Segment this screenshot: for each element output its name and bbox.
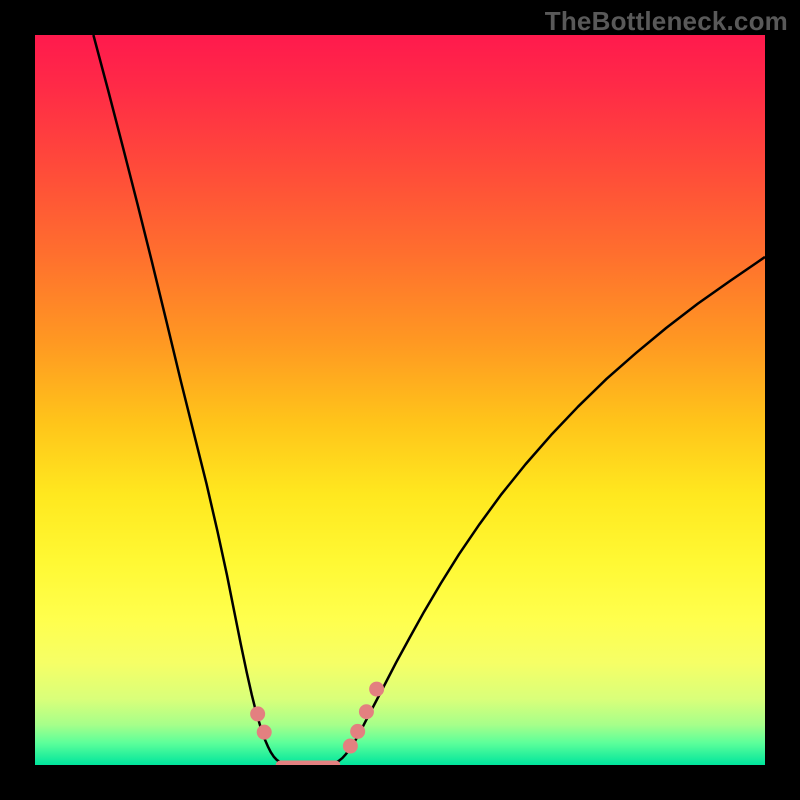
marker-dot (369, 682, 384, 697)
chart-svg (35, 35, 765, 765)
plot-area (35, 35, 765, 765)
watermark-text: TheBottleneck.com (545, 6, 788, 37)
marker-dot (250, 706, 265, 721)
marker-dot (257, 725, 272, 740)
marker-dot (350, 724, 365, 739)
marker-dot (343, 739, 358, 754)
marker-dot (359, 704, 374, 719)
